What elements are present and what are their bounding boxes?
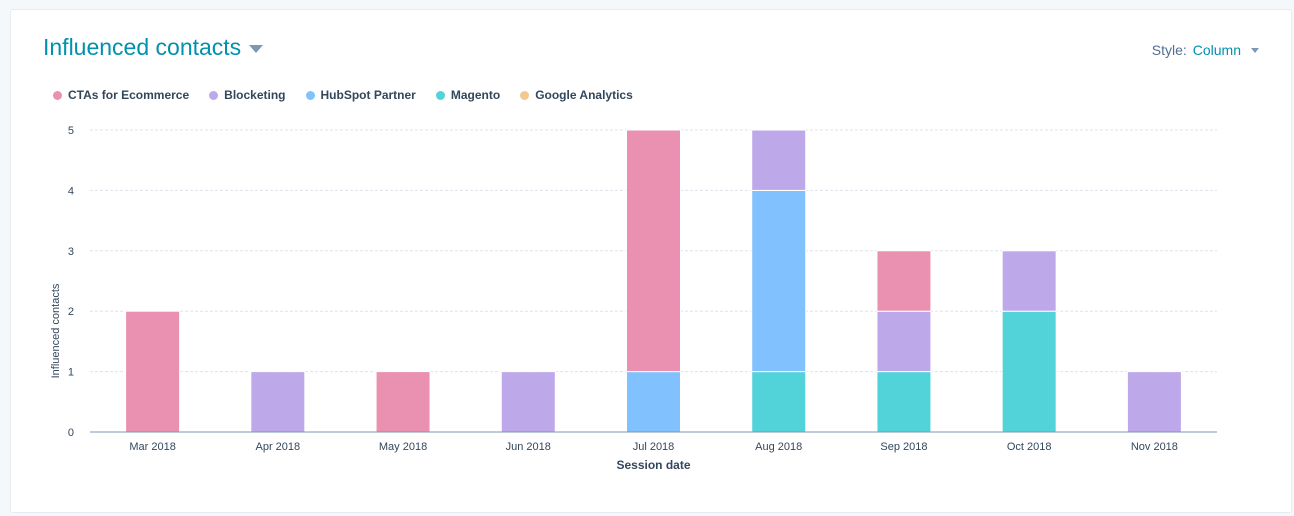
caret-down-icon — [249, 44, 264, 53]
x-tick-label: May 2018 — [379, 441, 427, 453]
legend-item[interactable]: HubSpot Partner — [305, 88, 416, 102]
legend-label: CTAs for Ecommerce — [68, 88, 190, 102]
legend-item[interactable]: Google Analytics — [520, 88, 633, 102]
bar-segment[interactable] — [876, 310, 932, 373]
legend-label: Google Analytics — [535, 88, 633, 102]
legend-item[interactable]: CTAs for Ecommerce — [53, 88, 189, 102]
bar-segment[interactable] — [626, 129, 681, 373]
bar-segment[interactable] — [1001, 310, 1057, 433]
x-tick-label: Jul 2018 — [633, 441, 675, 453]
legend-dot-icon — [209, 90, 219, 100]
caret-down-icon — [1251, 47, 1259, 53]
legend-dot-icon — [520, 90, 530, 100]
x-tick-label: Jun 2018 — [506, 441, 551, 453]
y-tick-label: 2 — [68, 306, 74, 318]
style-value[interactable]: Column — [1192, 42, 1241, 58]
y-tick-label: 0 — [68, 427, 74, 439]
report-title: Influenced contacts — [43, 34, 242, 60]
bar-segment[interactable] — [751, 371, 807, 433]
legend-label: HubSpot Partner — [320, 88, 416, 102]
bar-segment[interactable] — [751, 189, 807, 373]
legend-dot-icon — [435, 90, 445, 100]
bar-segment[interactable] — [125, 310, 181, 433]
y-axis-title: Influenced contacts — [50, 283, 62, 378]
bar-segment[interactable] — [250, 371, 306, 433]
x-tick-label: Oct 2018 — [1007, 441, 1052, 453]
y-tick-label: 1 — [68, 367, 74, 379]
style-label: Style: — [1151, 42, 1187, 58]
legend-item[interactable]: Magento — [435, 88, 501, 102]
bar-segment[interactable] — [500, 371, 556, 433]
bar-segment[interactable] — [1001, 250, 1057, 312]
x-tick-label: Nov 2018 — [1131, 441, 1178, 453]
bar-segment[interactable] — [375, 371, 431, 433]
legend-dot-icon — [53, 90, 62, 100]
x-tick-label: Mar 2018 — [129, 441, 175, 453]
legend-dot-icon — [305, 90, 315, 100]
x-tick-label: Apr 2018 — [256, 441, 301, 453]
report-title-dropdown[interactable]: Influenced contacts — [43, 34, 264, 61]
bar-segment[interactable] — [626, 371, 681, 433]
bar-segment[interactable] — [751, 129, 807, 191]
y-tick-label: 3 — [68, 246, 74, 258]
x-axis-title: Session date — [616, 458, 690, 472]
bar-segment[interactable] — [1126, 371, 1182, 433]
y-tick-label: 5 — [68, 125, 74, 137]
bar-segment[interactable] — [876, 371, 932, 433]
x-tick-label: Aug 2018 — [755, 441, 802, 453]
legend-label: Blocketing — [224, 88, 286, 102]
legend-item[interactable]: Blocketing — [209, 88, 286, 102]
x-tick-label: Sep 2018 — [880, 441, 927, 453]
style-selector[interactable]: Style: Column — [1152, 42, 1259, 58]
chart-legend: CTAs for Ecommerce Blocketing HubSpot Pa… — [53, 88, 633, 102]
bar-segment[interactable] — [876, 250, 932, 312]
y-tick-label: 4 — [68, 185, 74, 197]
legend-label: Magento — [450, 88, 501, 102]
